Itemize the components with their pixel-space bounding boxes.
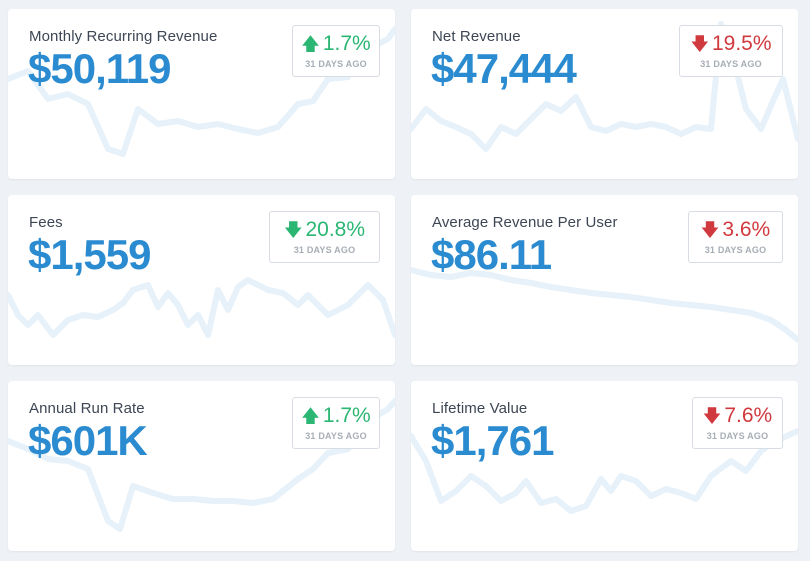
change-percent: 🡇 19.5%: [690, 32, 772, 55]
metric-value: $47,444: [431, 45, 577, 92]
change-percent: 🡇 7.6%: [702, 404, 773, 427]
arrow-down-icon: 🡇: [700, 220, 720, 240]
change-badge: 🡇 20.8% 31 DAYS AGO: [269, 211, 380, 263]
change-percent: 🡅 1.7%: [301, 404, 371, 427]
arrow-up-icon: 🡅: [301, 34, 320, 54]
metrics-grid: Monthly Recurring Revenue $50,119 🡅 1.7% …: [8, 9, 798, 551]
change-period: 31 DAYS AGO: [706, 431, 769, 441]
change-badge: 🡅 1.7% 31 DAYS AGO: [292, 25, 380, 77]
metric-label: Average Revenue Per User: [432, 214, 618, 231]
change-period: 31 DAYS AGO: [700, 59, 762, 69]
change-percent: 🡇 20.8%: [283, 218, 366, 241]
change-badge: 🡅 1.7% 31 DAYS AGO: [292, 397, 380, 449]
change-percent: 🡇 3.6%: [700, 218, 771, 241]
change-badge: 🡇 3.6% 31 DAYS AGO: [688, 211, 783, 263]
change-badge: 🡇 19.5% 31 DAYS AGO: [679, 25, 783, 77]
metric-value: $50,119: [28, 45, 172, 92]
metric-value: $86.11: [431, 231, 552, 278]
change-period: 31 DAYS AGO: [305, 59, 367, 69]
change-period: 31 DAYS AGO: [704, 245, 767, 255]
metric-label: Monthly Recurring Revenue: [29, 28, 218, 45]
arrow-up-icon: 🡅: [301, 406, 320, 426]
arrow-down-icon: 🡇: [283, 220, 303, 240]
metric-value: $1,761: [431, 417, 554, 464]
arrow-down-icon: 🡇: [690, 34, 709, 54]
metric-card-lifetime-value[interactable]: Lifetime Value $1,761 🡇 7.6% 31 DAYS AGO: [411, 381, 798, 551]
metric-value: $1,559: [28, 231, 151, 278]
metric-card-average-revenue-per-user[interactable]: Average Revenue Per User $86.11 🡇 3.6% 31…: [411, 195, 798, 365]
metric-label: Annual Run Rate: [29, 400, 145, 417]
metric-card-monthly-recurring-revenue[interactable]: Monthly Recurring Revenue $50,119 🡅 1.7% …: [8, 9, 395, 179]
change-period: 31 DAYS AGO: [305, 431, 367, 441]
metric-card-net-revenue[interactable]: Net Revenue $47,444 🡇 19.5% 31 DAYS AGO: [411, 9, 798, 179]
change-badge: 🡇 7.6% 31 DAYS AGO: [692, 397, 783, 449]
metric-label: Fees: [29, 214, 63, 231]
metric-card-annual-run-rate[interactable]: Annual Run Rate $601K 🡅 1.7% 31 DAYS AGO: [8, 381, 395, 551]
metric-card-fees[interactable]: Fees $1,559 🡇 20.8% 31 DAYS AGO: [8, 195, 395, 365]
metric-label: Net Revenue: [432, 28, 521, 45]
metric-label: Lifetime Value: [432, 400, 528, 417]
change-period: 31 DAYS AGO: [293, 245, 356, 255]
change-percent: 🡅 1.7%: [301, 32, 371, 55]
metric-value: $601K: [28, 417, 148, 464]
arrow-down-icon: 🡇: [702, 406, 722, 426]
